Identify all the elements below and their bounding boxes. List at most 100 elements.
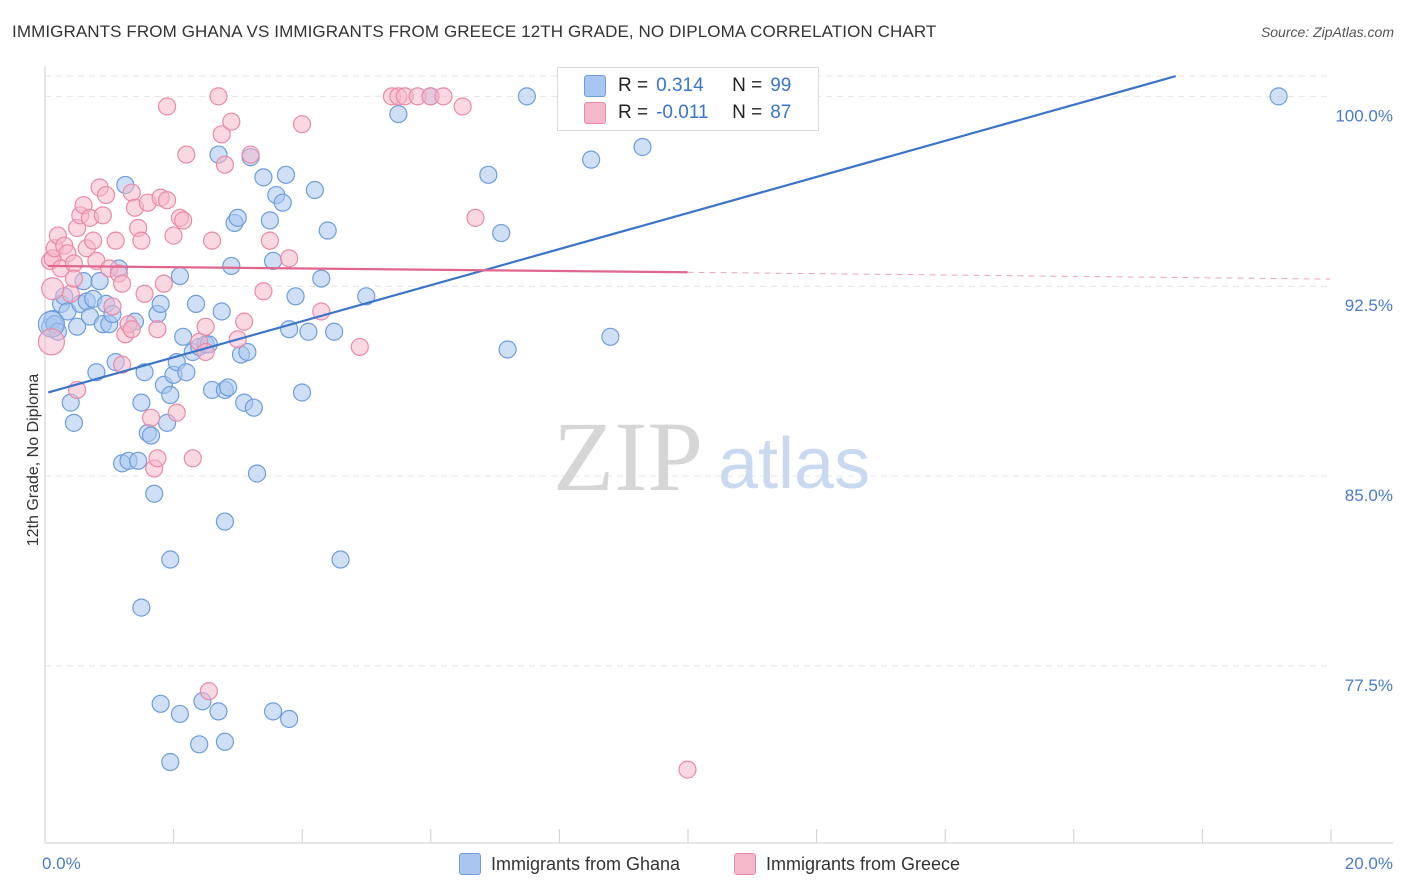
data-point	[199, 682, 218, 701]
greece-trend-line	[48, 264, 688, 274]
data-point	[157, 191, 177, 210]
data-point	[148, 449, 167, 468]
data-point	[61, 284, 80, 303]
data-point	[299, 322, 318, 341]
data-point	[212, 125, 231, 144]
data-point	[235, 312, 254, 331]
data-point	[209, 702, 228, 721]
watermark-zip: ZIP	[553, 401, 703, 512]
legend-r-value: 0.314	[656, 75, 704, 96]
data-point	[167, 403, 186, 422]
data-point	[96, 185, 116, 205]
data-point	[141, 408, 161, 427]
data-point	[582, 150, 601, 169]
data-point	[161, 752, 180, 772]
data-point	[260, 231, 279, 250]
tick-labels: 100.0% 92.5% 85.0% 77.5% 0.0% 20.0%	[42, 106, 1393, 873]
y-tick-label: 77.5%	[1345, 676, 1393, 695]
data-point	[174, 211, 193, 230]
axes	[44, 66, 1393, 844]
greece-legend-label: Immigrants from Greece	[766, 853, 961, 874]
legend-r-value: -0.011	[656, 102, 709, 123]
data-point	[254, 168, 273, 187]
data-point	[434, 87, 453, 106]
data-point	[93, 206, 112, 225]
source-label: Source: ZipAtlas.com	[1260, 24, 1394, 40]
data-point	[350, 337, 369, 357]
data-point	[215, 732, 234, 751]
data-point	[215, 512, 234, 531]
y-axis-label: 12th Grade, No Diploma	[25, 374, 42, 547]
ghana-legend-swatch	[459, 853, 481, 875]
legend-n-value: 99	[770, 75, 792, 96]
data-point	[219, 378, 238, 397]
x-tick-label: 20.0%	[1345, 854, 1393, 873]
grid-lines	[45, 75, 1330, 667]
legend-row-ghana: R = 0.314 N = 99	[584, 73, 792, 99]
data-point	[312, 269, 331, 288]
ghana-swatch	[584, 75, 606, 97]
data-point	[64, 254, 84, 273]
data-point	[212, 302, 231, 321]
data-point	[177, 363, 196, 382]
data-point	[215, 155, 234, 174]
data-point	[103, 297, 122, 316]
data-point	[1269, 87, 1288, 106]
data-point	[87, 363, 106, 382]
data-point	[164, 226, 183, 245]
y-tick-label: 92.5%	[1345, 296, 1393, 315]
data-point	[228, 208, 247, 227]
data-point	[68, 317, 87, 336]
data-point	[273, 193, 292, 212]
data-point	[280, 249, 299, 268]
data-point	[145, 484, 164, 503]
data-point	[135, 363, 154, 382]
data-point	[84, 231, 103, 250]
data-point-cluster	[41, 277, 65, 301]
data-point	[174, 327, 193, 346]
data-point	[241, 145, 260, 164]
x-tick-label: 0.0%	[42, 854, 81, 873]
data-point	[129, 451, 148, 470]
data-point	[202, 231, 222, 250]
correlation-legend: R = 0.314 N = 99 R = -0.011 N = 87	[557, 67, 819, 131]
data-point	[122, 320, 141, 339]
data-point	[170, 704, 190, 724]
data-point	[132, 393, 151, 412]
data-point	[112, 355, 132, 374]
data-point	[148, 320, 167, 339]
data-point	[222, 112, 241, 131]
data-point	[112, 274, 132, 293]
data-point	[633, 137, 652, 157]
trend-lines	[47, 75, 1331, 394]
data-point	[64, 413, 84, 432]
data-point	[161, 550, 180, 569]
data-point	[260, 211, 279, 230]
data-point	[517, 87, 536, 106]
legend-r-label: R =	[618, 75, 649, 96]
data-point	[601, 327, 620, 346]
data-point	[331, 550, 350, 569]
watermark: ZIP atlas	[553, 401, 870, 512]
watermark-atlas: atlas	[718, 424, 870, 504]
data-point	[263, 251, 283, 270]
data-point	[183, 449, 202, 468]
data-point-cluster	[37, 328, 66, 356]
data-point	[141, 426, 161, 445]
bottom-legend-greece: Immigrants from Greece	[734, 852, 960, 876]
data-point	[357, 287, 376, 306]
data-point	[170, 266, 190, 286]
data-point	[190, 735, 209, 754]
data-point	[263, 702, 283, 721]
legend-n-label: N =	[732, 75, 763, 96]
bottom-legend-ghana: Immigrants from Ghana	[459, 852, 680, 876]
data-point	[135, 284, 154, 303]
data-point	[157, 97, 177, 116]
data-point	[276, 165, 296, 184]
data-point	[678, 760, 697, 779]
legend-row-greece: R = -0.011 N = 87	[584, 100, 791, 126]
data-point	[453, 97, 472, 116]
data-point	[325, 322, 344, 341]
data-point	[292, 115, 312, 134]
